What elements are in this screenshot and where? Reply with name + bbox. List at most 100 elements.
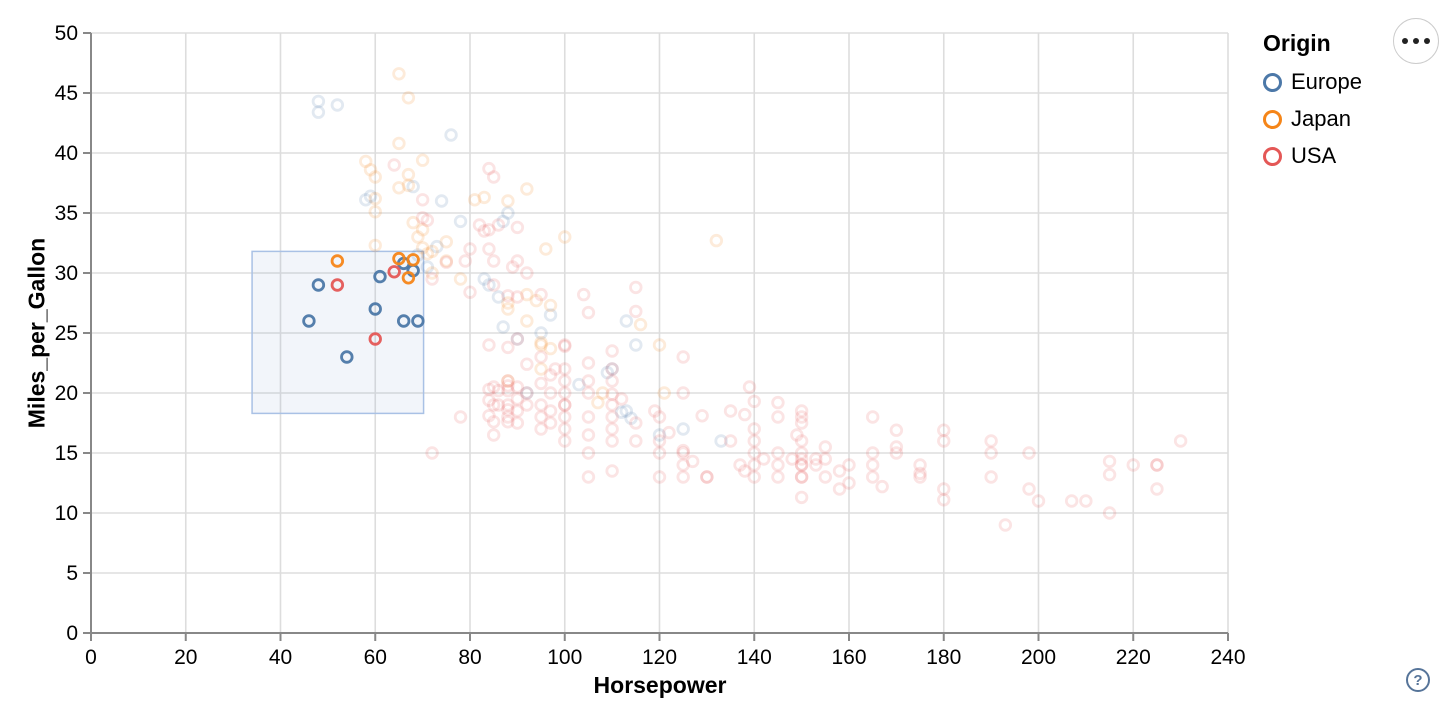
data-point-usa-unselected [510, 404, 525, 418]
data-point-usa-unselected [501, 403, 515, 417]
data-point-usa-unselected [818, 470, 833, 484]
data-point-usa-unselected [491, 383, 506, 398]
data-point-usa-unselected [491, 398, 506, 412]
data-point-usa-unselected [984, 446, 998, 460]
data-point-japan-unselected [468, 193, 482, 207]
data-point-europe-unselected [406, 179, 420, 194]
data-point-usa-unselected [794, 416, 809, 430]
ellipsis-icon [1413, 38, 1419, 44]
help-button[interactable]: ? [1406, 668, 1430, 692]
data-point-usa-unselected [510, 332, 525, 346]
data-point-usa-unselected [1022, 482, 1036, 496]
data-point-europe-unselected [600, 365, 615, 380]
data-point-usa-unselected [875, 479, 889, 494]
data-point-europe-unselected [676, 422, 690, 436]
data-point-usa-unselected [723, 404, 738, 418]
data-point-usa-unselected [629, 416, 643, 430]
menu-button[interactable] [1393, 18, 1439, 64]
data-point-usa-unselected [842, 476, 856, 490]
data-point-usa-unselected [652, 446, 667, 460]
data-point-usa-unselected [984, 434, 998, 448]
data-point-japan-unselected [501, 374, 515, 388]
data-point-japan-unselected [534, 338, 548, 352]
data-point-usa-unselected [747, 394, 761, 409]
data-point-japan-unselected [411, 230, 425, 244]
data-point-usa-unselected [889, 446, 904, 460]
y-tick-label: 30 [55, 262, 78, 285]
data-point-europe-unselected [624, 411, 638, 425]
legend-entry-japan: Japan [1263, 106, 1362, 132]
data-point-usa-unselected [771, 470, 785, 484]
data-point-usa-unselected [581, 374, 596, 388]
data-point-usa-unselected [605, 398, 619, 412]
data-point-europe-unselected [434, 194, 449, 208]
data-point-usa-unselected [558, 410, 572, 424]
data-point-usa-unselected [747, 434, 761, 448]
data-point-japan-unselected [368, 238, 382, 253]
data-point-usa-unselected [558, 386, 572, 400]
data-point-usa-unselected [453, 410, 468, 424]
data-point-usa-unselected [747, 458, 761, 472]
data-point-japan-unselected [534, 362, 548, 376]
data-point-usa-unselected [913, 458, 927, 472]
data-point-usa-unselected [543, 404, 558, 418]
data-point-usa-unselected [1064, 494, 1079, 508]
data-point-europe-unselected [359, 193, 373, 207]
data-point-japan-unselected [501, 194, 515, 208]
data-point-usa-unselected [605, 344, 619, 358]
data-point-usa-unselected [581, 470, 596, 484]
data-point-usa-unselected [1079, 494, 1093, 508]
y-tick-label: 25 [55, 322, 78, 345]
data-point-usa-unselected [387, 158, 401, 172]
data-point-usa-unselected [486, 415, 501, 429]
data-point-usa-unselected [534, 410, 548, 424]
data-point-usa-selected [368, 332, 382, 346]
data-point-japan-unselected [415, 241, 430, 255]
data-point-usa-unselected [558, 338, 572, 352]
data-point-europe-unselected [311, 105, 326, 119]
data-point-usa-unselected [534, 287, 548, 302]
data-point-usa-unselected [581, 446, 596, 460]
data-point-usa-unselected [889, 440, 904, 454]
data-point-usa-unselected [501, 374, 515, 388]
legend-circle-icon [1263, 109, 1282, 129]
data-point-usa-unselected [458, 254, 472, 268]
legend-entry-europe: Europe [1263, 69, 1362, 95]
data-point-usa-unselected [937, 493, 951, 507]
data-point-japan-unselected [453, 272, 468, 286]
data-point-usa-unselected [614, 392, 629, 406]
data-point-usa-unselected [605, 410, 619, 424]
legend-circle-icon [1263, 146, 1282, 166]
data-point-usa-unselected [534, 398, 548, 412]
question-mark-icon: ? [1413, 671, 1423, 689]
data-point-usa-unselected [865, 410, 880, 424]
legend-label: Europe [1291, 69, 1362, 94]
data-point-usa-unselected [605, 464, 619, 478]
data-point-europe-unselected [363, 189, 378, 203]
data-point-europe-unselected [543, 308, 558, 322]
data-point-usa-unselected [937, 434, 951, 448]
ellipsis-icon [1402, 38, 1408, 44]
data-point-europe-unselected [714, 434, 728, 448]
data-point-usa-unselected [676, 386, 690, 400]
data-point-usa-unselected [676, 470, 690, 484]
data-point-usa-unselected [501, 289, 515, 303]
ellipsis-icon [1424, 38, 1430, 44]
data-point-europe-selected [368, 302, 382, 316]
data-point-usa-unselected [794, 458, 809, 472]
data-point-usa-unselected [865, 446, 880, 460]
y-tick-label: 5 [66, 562, 78, 585]
y-axis-title: Miles_per_Gallon [23, 237, 50, 429]
data-point-usa-unselected [558, 422, 572, 436]
data-point-usa-unselected [520, 266, 534, 280]
data-point-usa-unselected [477, 224, 491, 238]
data-point-usa-unselected [510, 220, 525, 235]
data-point-usa-unselected [605, 422, 619, 436]
data-point-japan-unselected [633, 317, 648, 332]
data-point-japan-unselected [501, 302, 515, 316]
data-point-usa-unselected [629, 280, 643, 295]
data-point-europe-unselected [444, 128, 458, 142]
data-point-japan-unselected [368, 191, 382, 206]
